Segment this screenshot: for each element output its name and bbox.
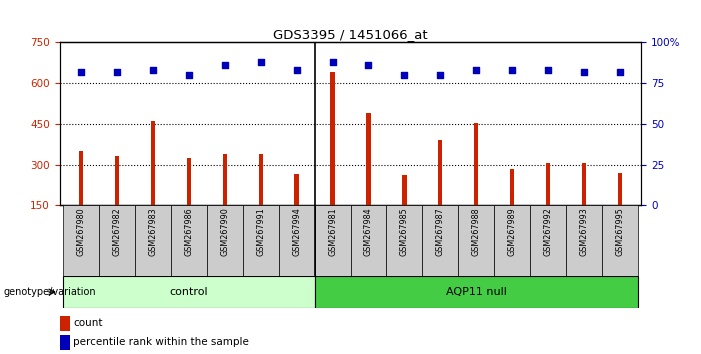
Bar xyxy=(79,151,83,205)
Bar xyxy=(207,205,243,276)
Bar xyxy=(602,205,638,276)
Text: percentile rank within the sample: percentile rank within the sample xyxy=(74,337,250,347)
Text: GSM267986: GSM267986 xyxy=(184,207,193,256)
Bar xyxy=(151,121,155,205)
Text: GSM267980: GSM267980 xyxy=(76,207,86,256)
Bar xyxy=(474,122,478,205)
Point xyxy=(363,62,374,68)
Bar xyxy=(546,163,550,205)
Bar xyxy=(438,140,442,205)
Title: GDS3395 / 1451066_at: GDS3395 / 1451066_at xyxy=(273,28,428,41)
Point xyxy=(76,69,87,75)
Bar xyxy=(243,205,279,276)
Bar xyxy=(510,169,515,205)
Bar xyxy=(60,316,70,331)
Point xyxy=(219,62,231,68)
Text: GSM267989: GSM267989 xyxy=(508,207,517,256)
Point xyxy=(291,67,302,73)
Bar xyxy=(566,205,602,276)
Point xyxy=(578,69,590,75)
Text: GSM267983: GSM267983 xyxy=(149,207,158,256)
Text: control: control xyxy=(170,287,208,297)
Bar xyxy=(367,113,371,205)
Point xyxy=(507,67,518,73)
Text: GSM267988: GSM267988 xyxy=(472,207,481,256)
Bar xyxy=(422,205,458,276)
Bar xyxy=(494,205,530,276)
Bar xyxy=(458,205,494,276)
Point xyxy=(543,67,554,73)
Bar xyxy=(135,205,171,276)
Bar xyxy=(530,205,566,276)
Bar xyxy=(60,335,70,350)
Point xyxy=(111,69,123,75)
Point xyxy=(614,69,625,75)
Point xyxy=(255,59,266,65)
Bar xyxy=(63,276,315,308)
Bar xyxy=(259,154,263,205)
Text: GSM267990: GSM267990 xyxy=(220,207,229,256)
Point xyxy=(435,72,446,78)
Bar xyxy=(279,205,315,276)
Bar xyxy=(171,205,207,276)
Bar xyxy=(330,72,334,205)
Bar xyxy=(315,205,350,276)
Bar xyxy=(294,174,299,205)
Text: GSM267992: GSM267992 xyxy=(543,207,552,256)
Bar xyxy=(386,205,422,276)
Bar xyxy=(63,205,99,276)
Text: GSM267991: GSM267991 xyxy=(256,207,265,256)
Bar xyxy=(115,156,119,205)
Point xyxy=(399,72,410,78)
Point xyxy=(147,67,158,73)
Text: AQP11 null: AQP11 null xyxy=(446,287,507,297)
Text: genotype/variation: genotype/variation xyxy=(4,287,96,297)
Point xyxy=(183,72,194,78)
Text: GSM267985: GSM267985 xyxy=(400,207,409,256)
Point xyxy=(327,59,338,65)
Bar xyxy=(582,163,586,205)
Text: count: count xyxy=(74,318,103,328)
Point xyxy=(470,67,482,73)
Bar xyxy=(402,176,407,205)
Bar xyxy=(618,173,622,205)
Bar xyxy=(186,158,191,205)
Bar xyxy=(99,205,135,276)
Text: GSM267994: GSM267994 xyxy=(292,207,301,256)
Text: GSM267984: GSM267984 xyxy=(364,207,373,256)
Bar xyxy=(315,276,638,308)
Text: GSM267981: GSM267981 xyxy=(328,207,337,256)
Text: GSM267987: GSM267987 xyxy=(436,207,445,256)
Bar xyxy=(350,205,386,276)
Bar xyxy=(223,154,227,205)
Text: GSM267995: GSM267995 xyxy=(615,207,625,256)
Text: GSM267993: GSM267993 xyxy=(580,207,588,256)
Text: GSM267982: GSM267982 xyxy=(113,207,121,256)
